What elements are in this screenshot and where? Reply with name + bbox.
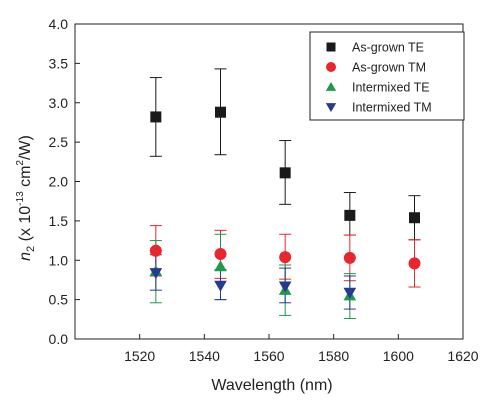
y-axis-exponent: -13 — [15, 191, 26, 206]
x-tick-label-4: 1600 — [383, 348, 414, 364]
point-s3-p0 — [149, 268, 163, 280]
x-tick-label-3: 1580 — [318, 348, 349, 364]
y-tick-label-5: 2.5 — [49, 134, 69, 150]
legend-marker-3 — [325, 103, 337, 113]
legend-marker-1 — [326, 62, 336, 72]
y-axis-unit: cm — [17, 166, 34, 192]
y-axis-symbol-subscript: 2 — [25, 246, 37, 252]
y-tick-label-7: 3.5 — [49, 55, 69, 71]
y-axis-unit-exponent: 2 — [15, 160, 26, 166]
y-axis-prefix: (x 10 — [17, 206, 34, 246]
y-tick-label-2: 1.0 — [49, 252, 69, 268]
point-s0-p1 — [215, 106, 226, 118]
x-tick-label-2: 1560 — [253, 348, 284, 364]
point-s3-p3 — [343, 287, 357, 299]
x-tick-label-5: 1620 — [447, 348, 478, 364]
legend-frame — [309, 31, 465, 121]
x-tick-label-0: 1520 — [124, 348, 155, 364]
point-s0-p3 — [344, 209, 356, 221]
legend-marker-0 — [326, 42, 336, 52]
legend-label-1: As-grown TM — [352, 61, 426, 75]
legend: As-grown TE As-grown TM Intermixed TE Inter… — [309, 31, 465, 121]
point-s1-p1 — [214, 247, 227, 260]
legend-label-0: As-grown TE — [352, 41, 424, 55]
y-axis-symbol: n — [17, 252, 34, 261]
axes-layer: 1520 1540 1560 1580 1600 1620 0.0 0.5 1.0 1.5 2.0 2… — [49, 16, 479, 364]
x-axis-title: Wavelength (nm) — [211, 377, 332, 394]
y-tick-label-4: 2.0 — [49, 174, 69, 190]
point-s0-p2 — [279, 167, 291, 179]
point-s0-p0 — [150, 111, 162, 123]
point-s1-p2 — [279, 251, 292, 264]
y-axis-suffix: /W) — [17, 135, 34, 160]
y-tick-label-1: 0.5 — [49, 292, 69, 308]
legend-marker-2 — [325, 81, 337, 91]
point-s0-p4 — [409, 212, 420, 224]
y-axis-title: n2 (x 10-13 cm2/W) — [15, 135, 37, 261]
y-tick-label-6: 3.0 — [49, 95, 69, 111]
point-s3-p2 — [278, 281, 292, 293]
x-tick-label-1: 1540 — [189, 348, 220, 364]
y-tick-label-3: 1.5 — [49, 213, 69, 229]
legend-label-3: Intermixed TM — [352, 101, 432, 115]
point-s3-p1 — [214, 280, 227, 292]
point-s1-p3 — [343, 251, 356, 264]
y-tick-label-8: 4.0 — [49, 16, 69, 32]
point-s1-p0 — [149, 244, 162, 257]
point-s1-p4 — [408, 257, 421, 270]
markers-layer — [149, 106, 421, 301]
legend-label-2: Intermixed TE — [352, 81, 430, 95]
y-tick-label-0: 0.0 — [49, 331, 69, 347]
point-s2-p1 — [214, 260, 227, 272]
